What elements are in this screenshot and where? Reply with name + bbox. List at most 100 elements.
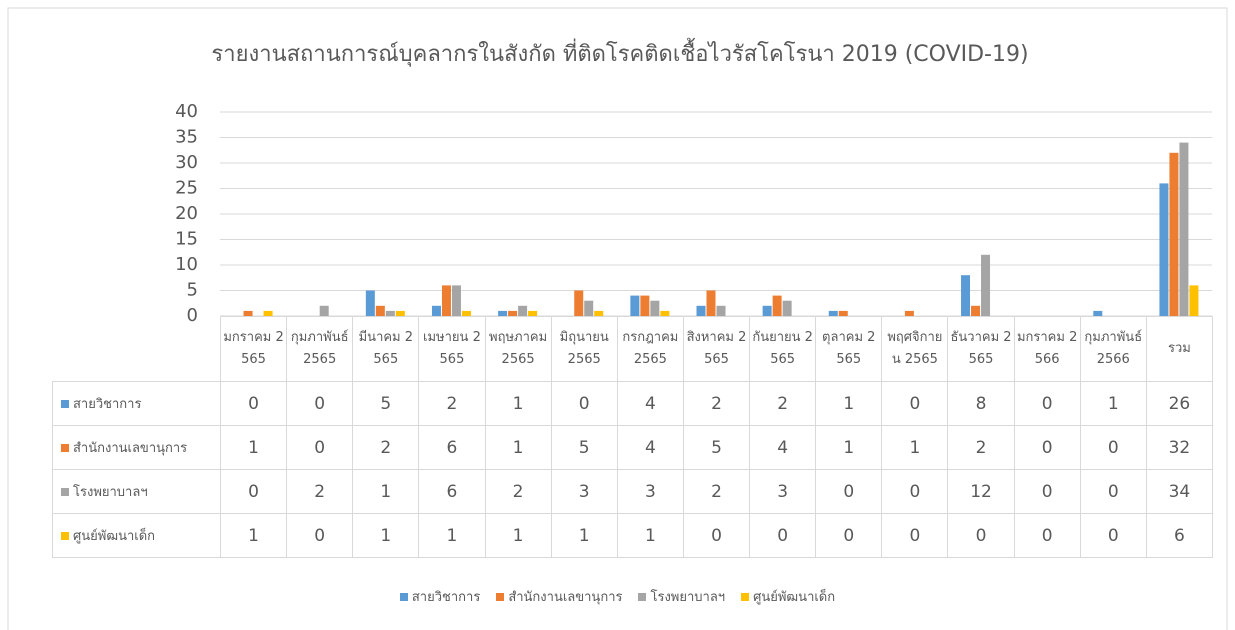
table-row-header: สำนักงานเลขานุการ — [52, 425, 221, 470]
bar — [243, 310, 253, 316]
bar — [441, 285, 451, 316]
table-value: 4 — [749, 425, 817, 470]
y-tick-label: 25 — [175, 178, 198, 199]
table-value: 0 — [1013, 425, 1081, 470]
table-value: 5 — [550, 425, 618, 470]
legend-swatch — [496, 593, 505, 601]
table-row-header: โรงพยาบาลฯ — [52, 469, 221, 514]
table-value: 0 — [286, 513, 354, 558]
legend-swatch — [399, 593, 408, 601]
table-value: 2 — [484, 469, 552, 514]
table-value: 1 — [220, 425, 288, 470]
y-tick-label: 10 — [175, 254, 198, 275]
bar — [1179, 142, 1189, 316]
table-value: 32 — [1145, 425, 1213, 470]
table-value: 1 — [616, 513, 684, 558]
table-value: 0 — [1079, 469, 1147, 514]
bar — [696, 305, 706, 316]
bar — [904, 310, 914, 316]
legend-label: ศูนย์พัฒนาเด็ก — [753, 590, 836, 605]
bar — [584, 300, 594, 316]
table-value: 2 — [682, 381, 751, 426]
table-value: 3 — [749, 469, 817, 514]
legend-swatch — [61, 531, 69, 540]
table-value: 0 — [682, 513, 751, 558]
bar — [716, 305, 726, 316]
bar — [451, 285, 461, 316]
x-tick-label: สิงหาคม 2565 — [682, 316, 751, 382]
row-label: สำนักงานเลขานุการ — [73, 441, 188, 456]
table-value: 3 — [616, 469, 684, 514]
table-value: 26 — [1145, 381, 1213, 426]
bar — [961, 275, 971, 316]
table-value: 5 — [352, 381, 420, 426]
y-tick-label: 15 — [175, 229, 198, 250]
y-tick-label: 40 — [175, 101, 198, 122]
x-tick-label: กุมภาพันธ์ 2565 — [286, 316, 354, 382]
table-value: 0 — [220, 381, 288, 426]
row-label: โรงพยาบาลฯ — [73, 485, 148, 500]
x-tick-label: ตุลาคม 2565 — [815, 316, 883, 382]
x-tick-label: รวม — [1145, 316, 1213, 382]
legend-item: สำนักงานเลขานุการ — [496, 586, 622, 607]
bar — [594, 310, 604, 316]
bar — [650, 300, 660, 316]
legend-swatch — [741, 593, 750, 601]
legend-item: สายวิชาการ — [399, 586, 480, 607]
y-tick-label: 5 — [187, 280, 198, 301]
y-tick-label: 20 — [175, 203, 198, 224]
table-value: 6 — [418, 469, 486, 514]
table-value: 0 — [550, 381, 618, 426]
bar — [782, 300, 792, 316]
table-value: 1 — [220, 513, 288, 558]
table-value: 2 — [682, 469, 751, 514]
x-tick-label: เมษายน 2565 — [418, 316, 486, 382]
legend-item: ศูนย์พัฒนาเด็ก — [741, 586, 835, 607]
x-tick-label: พฤษภาคม 2565 — [484, 316, 552, 382]
table-value: 1 — [352, 469, 420, 514]
table-value: 34 — [1145, 469, 1213, 514]
table-value: 6 — [418, 425, 486, 470]
table-value: 2 — [418, 381, 486, 426]
chart-title: รายงานสถานการณ์บุคลากรในสังกัด ที่ติดโรค… — [211, 38, 1028, 67]
x-tick-label: กุมภาพันธ์ 2566 — [1079, 316, 1147, 382]
legend-item: โรงพยาบาลฯ — [638, 586, 725, 607]
x-tick-label: มกราคม 2565 — [220, 316, 288, 382]
bar — [528, 310, 538, 316]
bar — [375, 305, 385, 316]
table-value: 1 — [881, 425, 949, 470]
table-value: 4 — [616, 381, 684, 426]
table-value: 8 — [947, 381, 1015, 426]
y-tick-label: 30 — [175, 152, 198, 173]
x-tick-label: กันยายน 2565 — [749, 316, 817, 382]
bar — [1093, 310, 1103, 316]
row-label: สายวิชาการ — [73, 397, 142, 412]
table-value: 0 — [749, 513, 817, 558]
bar — [508, 310, 518, 316]
table-value: 0 — [1079, 425, 1147, 470]
table-value: 0 — [947, 513, 1015, 558]
bar — [828, 310, 838, 316]
legend-swatch — [61, 399, 69, 408]
bar — [1169, 152, 1179, 316]
table-value: 0 — [881, 513, 949, 558]
legend-swatch — [638, 593, 647, 601]
row-label: ศูนย์พัฒนาเด็ก — [73, 529, 156, 544]
legend: สายวิชาการ สำนักงานเลขานุการ โรงพยาบาลฯ ศูน… — [0, 586, 1235, 607]
table-value: 1 — [815, 381, 883, 426]
table-value: 1 — [484, 425, 552, 470]
table-value: 0 — [1013, 381, 1081, 426]
table-value: 0 — [881, 469, 949, 514]
bar — [461, 310, 471, 316]
x-tick-label: กรกฎาคม 2565 — [616, 316, 684, 382]
table-value: 1 — [815, 425, 883, 470]
table-value: 2 — [749, 381, 817, 426]
bar — [395, 310, 405, 316]
table-value: 1 — [418, 513, 486, 558]
bar — [498, 310, 508, 316]
x-tick-label: มิถุนายน 2565 — [550, 316, 618, 382]
table-row-header: ศูนย์พัฒนาเด็ก — [52, 513, 221, 558]
legend-label: สำนักงานเลขานุการ — [508, 590, 623, 605]
table-value: 0 — [220, 469, 288, 514]
